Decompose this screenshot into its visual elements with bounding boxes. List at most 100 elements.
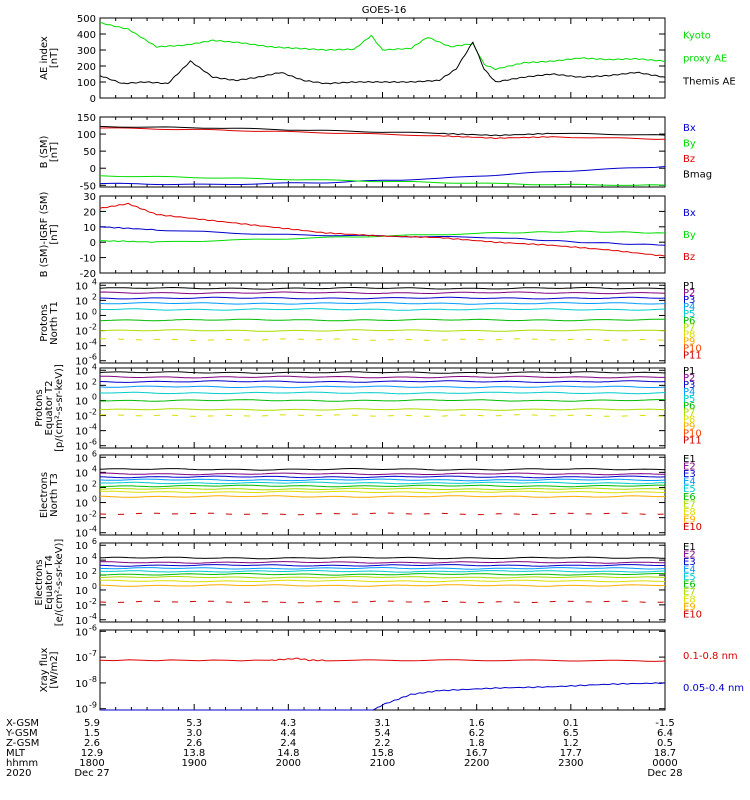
footer-row-label: X-GSM [6, 718, 39, 729]
legend-entry: P10 [683, 343, 702, 354]
legend-entry: P11 [683, 350, 702, 361]
y-tick-label: -10 [80, 254, 96, 265]
series-line-p3 [99, 380, 666, 383]
series-line-e7 [99, 576, 666, 579]
y-axis-label-line: [W/m2] [49, 651, 60, 688]
series-line-p4 [99, 302, 666, 305]
series-line-p6 [100, 318, 665, 322]
footer-value: 6.5 [563, 728, 579, 739]
y-tick-exponent: 2 [92, 377, 97, 386]
y-axis-label: B (SM)[nT] [39, 135, 60, 168]
y-tick-label: 10 [75, 327, 88, 338]
legend-entry: proxy AE [683, 53, 727, 64]
series-line-themis-ae [99, 41, 666, 85]
y-tick-exponent: -6 [89, 353, 97, 362]
footer-value: 18.7 [654, 748, 676, 759]
series-line-p6 [99, 399, 666, 402]
y-tick-label: 10 [75, 571, 88, 582]
legend-entry: E2 [683, 549, 696, 560]
y-tick-exponent: 4 [92, 362, 97, 371]
legend-entry: E1 [683, 454, 696, 465]
footer-value: 2.6 [84, 738, 100, 749]
footer-value: Dec 28 [647, 768, 682, 779]
footer-value: 5.4 [375, 728, 391, 739]
footer-value: 2.6 [186, 738, 202, 749]
y-tick-exponent: 2 [92, 567, 97, 576]
legend-entry: E6 [683, 579, 696, 590]
series-line-kyoto-proxy-ae [99, 22, 665, 71]
panel-frame [99, 454, 666, 536]
footer-row-label: Z-GSM [6, 738, 39, 749]
panel-ae: 0 100 200 300 400 500 AE index[nT] Kyoto proxy A… [39, 14, 736, 105]
y-tick-label: 10 [75, 296, 88, 307]
y-axis-label: Xray flux[W/m2] [39, 648, 60, 693]
y-axis-label-line: [e/(cm²-s-sr-keV)] [54, 539, 65, 627]
series-line-p7 [99, 408, 666, 411]
y-axis-label: ElectronsEquator T4[e/(cm²-s-sr-keV)] [34, 539, 65, 627]
footer-ephemeris: X-GSMY-GSMZ-GSMMLThhmm20205.91.52.612.91… [5, 718, 683, 779]
series-line-bmag [99, 125, 666, 137]
y-tick-label: 10 [75, 679, 88, 690]
legend-entry: P1 [683, 366, 695, 377]
y-axis-label: ProtonsEquator T2[p/(cm²-s-sr-keV)] [34, 364, 65, 452]
y-tick-exponent: -4 [89, 612, 97, 621]
y-tick-label: 10 [75, 627, 88, 638]
y-axis-label-line: Electrons [39, 472, 50, 518]
series-line-p2 [100, 375, 665, 379]
y-tick-label: 300 [77, 46, 96, 57]
footer-value: 2000 [276, 758, 301, 769]
panel-bsm: -50 0 50 100 150 B (SM)[nT] Bx By Bz Bmag [39, 113, 712, 192]
series-line-by [99, 230, 666, 243]
legend-entry: E6 [683, 492, 696, 503]
legend-entry: E7 [683, 499, 696, 510]
legend-entry: E8 [683, 594, 696, 605]
legend-entry: Bz [683, 252, 695, 263]
y-tick-label: 10 [75, 396, 88, 407]
y-tick-label: 10 [75, 556, 88, 567]
y-tick-label: 10 [75, 705, 88, 716]
series-line-e4 [99, 566, 666, 570]
footer-value: 5.3 [186, 718, 202, 729]
plot-title: GOES-16 [362, 5, 407, 16]
series-line-bz [99, 202, 666, 257]
legend-entry: P5 [683, 394, 695, 405]
legend-entry: P4 [683, 302, 695, 313]
footer-row-label: hhmm [6, 758, 38, 769]
series-line-e4 [99, 478, 666, 482]
series-line-e6 [99, 484, 666, 488]
legend-entry: P5 [683, 309, 695, 320]
y-tick-label: 0 [90, 238, 96, 249]
series-line-e7 [99, 487, 666, 491]
legend-entry: E2 [683, 461, 696, 472]
y-tick-exponent: 2 [92, 292, 97, 301]
y-axis-label: B (SM)-IGRF (SM)[nT] [39, 192, 60, 278]
series-line-p1 [99, 371, 666, 374]
series-line-p7 [99, 329, 666, 332]
y-tick-label: 30 [83, 192, 96, 203]
legend-entry: Bx [683, 123, 696, 134]
y-axis-label-line: AE index [39, 36, 50, 80]
y-tick-exponent: 0 [92, 495, 97, 504]
series-line-by [99, 175, 666, 186]
y-axis-label: ElectronsNorth T3 [39, 472, 60, 518]
footer-value: 4.4 [280, 728, 296, 739]
series-line-e2 [99, 561, 666, 564]
legend-entry: P4 [683, 387, 695, 398]
y-tick-exponent: -6 [89, 438, 97, 447]
y-tick-exponent: 0 [92, 582, 97, 591]
legend-entry: E3 [683, 469, 696, 480]
y-tick-exponent: -2 [89, 597, 97, 606]
y-tick-label: 100 [77, 130, 96, 141]
y-axis-label-line: Protons [39, 304, 50, 341]
y-axis-label-line: B (SM)-IGRF (SM) [39, 192, 50, 278]
footer-value: 6.4 [657, 728, 673, 739]
y-axis-label-line: [nT] [49, 142, 60, 162]
y-tick-label: 50 [83, 147, 96, 158]
y-tick-label: 10 [75, 453, 88, 464]
legend-entry: Bmag [683, 170, 712, 181]
footer-value: 2300 [558, 758, 583, 769]
y-tick-exponent: 4 [92, 552, 97, 561]
